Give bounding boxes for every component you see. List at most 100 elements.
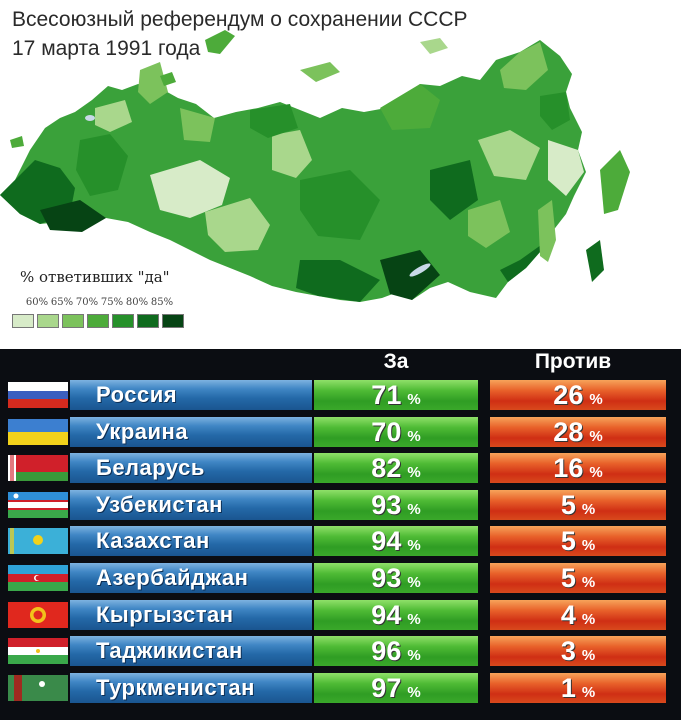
- percent-sign: %: [407, 611, 421, 628]
- map-region-light: [180, 108, 215, 142]
- map-subtitle-date: 17 марта 1991 года: [12, 37, 201, 60]
- protiv-cell: 1%: [488, 673, 666, 703]
- table-row: Туркменистан 97% 1%: [8, 673, 668, 703]
- protiv-cell: 5%: [488, 490, 666, 520]
- protiv-value: 16: [553, 453, 584, 483]
- za-value: 82: [371, 453, 402, 483]
- za-value: 93: [371, 563, 402, 593]
- map-island: [205, 30, 235, 54]
- map-title: Всесоюзный референдум о сохранении СССР: [12, 8, 468, 31]
- legend-tick: 60%: [25, 297, 49, 308]
- kazakhstan-flag: [8, 528, 68, 554]
- belarus-flag: [8, 455, 68, 481]
- map-region-dark: [296, 260, 380, 302]
- map-region-kaliningrad: [10, 136, 24, 148]
- percent-sign: %: [407, 391, 421, 408]
- column-header-za: За: [383, 350, 409, 373]
- map-region-light: [548, 140, 584, 196]
- republic-name: Россия: [70, 380, 312, 410]
- percent-sign: %: [581, 647, 596, 664]
- za-value: 70: [371, 417, 402, 447]
- za-cell: 70%: [312, 417, 480, 447]
- referendum-results-table: За Против Россия 71% 26% Украина 70% 28% Белар…: [0, 349, 681, 720]
- legend-label: % ответивших "да": [20, 268, 170, 286]
- protiv-cell: 5%: [488, 526, 666, 556]
- protiv-value: 5: [560, 563, 576, 593]
- republic-name: Беларусь: [70, 453, 312, 483]
- percent-sign: %: [407, 501, 421, 518]
- legend-tick: 65%: [50, 297, 74, 308]
- legend-tick: 80%: [125, 297, 149, 308]
- map-region-light: [272, 130, 312, 178]
- map-region-dark: [540, 92, 570, 130]
- turkmenistan-flag: [8, 675, 68, 701]
- map-region-dark: [586, 240, 604, 282]
- legend-swatch: [62, 314, 84, 328]
- protiv-value: 5: [560, 526, 576, 556]
- map-region-light: [478, 130, 540, 180]
- republic-name: Кыргызстан: [70, 600, 312, 630]
- legend-tick: 85%: [150, 297, 174, 308]
- protiv-cell: 3%: [488, 636, 666, 666]
- map-region-dark: [430, 160, 478, 220]
- legend-swatch: [112, 314, 134, 328]
- uzbekistan-flag: [8, 492, 68, 518]
- za-value: 94: [371, 526, 402, 556]
- table-row: Кыргызстан 94% 4%: [8, 600, 668, 630]
- legend-swatch: [162, 314, 184, 328]
- kyrgyzstan-flag: [8, 602, 68, 628]
- map-region-dark: [300, 170, 380, 240]
- za-cell: 94%: [312, 600, 480, 630]
- table-row: Беларусь 82% 16%: [8, 453, 668, 483]
- map-region-light: [138, 62, 168, 104]
- percent-sign: %: [589, 391, 603, 408]
- percent-sign: %: [407, 684, 421, 701]
- table-row: Украина 70% 28%: [8, 417, 668, 447]
- map-region-light: [468, 200, 510, 248]
- table-row: Узбекистан 93% 5%: [8, 490, 668, 520]
- map-island: [160, 72, 176, 86]
- republic-name: Азербайджан: [70, 563, 312, 593]
- protiv-cell: 28%: [488, 417, 666, 447]
- legend-swatch: [137, 314, 159, 328]
- map-island: [300, 62, 340, 82]
- map-region-kamchatka: [600, 150, 630, 214]
- percent-sign: %: [589, 464, 603, 481]
- map-region-sakhalin: [538, 200, 556, 262]
- republic-name: Туркменистан: [70, 673, 312, 703]
- lake-ladoga: [85, 115, 95, 121]
- percent-sign: %: [407, 574, 421, 591]
- percent-sign: %: [407, 647, 421, 664]
- azerbaijan-flag: [8, 565, 68, 591]
- republic-name: Узбекистан: [70, 490, 312, 520]
- percent-sign: %: [589, 428, 603, 445]
- russia-regions-map: [0, 30, 630, 302]
- protiv-value: 26: [553, 380, 584, 410]
- table-row: Казахстан 94% 5%: [8, 526, 668, 556]
- map-region-light: [95, 100, 132, 132]
- za-cell: 97%: [312, 673, 480, 703]
- map-region-light: [500, 42, 548, 90]
- za-cell: 71%: [312, 380, 480, 410]
- protiv-value: 4: [560, 600, 576, 630]
- legend-tick: 75%: [100, 297, 124, 308]
- republic-name: Таджикистан: [70, 636, 312, 666]
- za-value: 97: [371, 673, 402, 703]
- map-region-dark: [40, 200, 106, 232]
- ukraine-flag: [8, 419, 68, 445]
- za-value: 96: [371, 636, 402, 666]
- republic-name: Украина: [70, 417, 312, 447]
- map-region-dark: [250, 104, 298, 138]
- legend-swatch: [12, 314, 34, 328]
- map-island: [420, 38, 448, 54]
- tajikistan-flag: [8, 638, 68, 664]
- legend-tick: 70%: [75, 297, 99, 308]
- protiv-value: 5: [560, 490, 576, 520]
- map-region-light: [150, 160, 230, 218]
- map-region-light: [205, 198, 270, 252]
- lake-baikal: [409, 263, 431, 277]
- column-header-protiv: Против: [534, 350, 612, 373]
- percent-sign: %: [581, 501, 596, 518]
- russia-flag: [8, 382, 68, 408]
- percent-sign: %: [581, 537, 596, 554]
